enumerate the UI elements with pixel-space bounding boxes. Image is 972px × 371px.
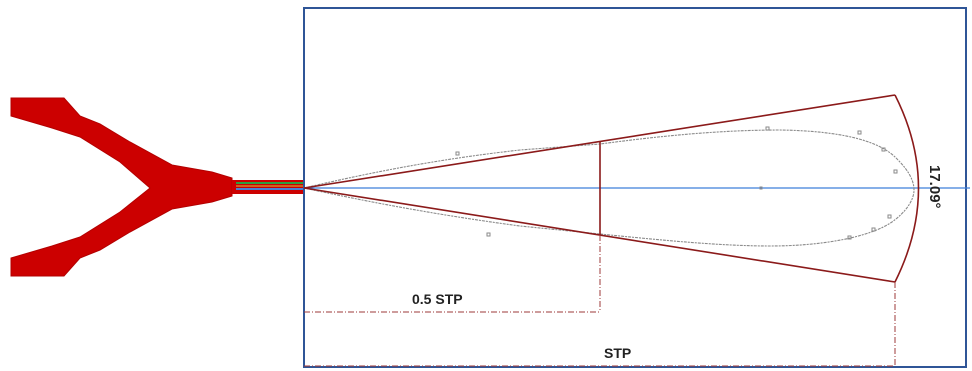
half-stp-label: 0.5 STP [412, 291, 463, 307]
droplet [765, 126, 770, 131]
nozzle-geometry [10, 97, 304, 277]
droplet [871, 227, 876, 232]
cone-angle-label: 17.09° [926, 165, 943, 209]
cone-arc [894, 94, 920, 283]
spray-contour [303, 129, 915, 247]
droplet [847, 235, 852, 240]
droplet [881, 147, 886, 152]
droplet [455, 151, 460, 156]
droplet [486, 232, 491, 237]
droplet [893, 169, 898, 174]
stp-label: STP [604, 345, 631, 361]
droplet [887, 214, 892, 219]
droplet [857, 130, 862, 135]
nozzle-body [10, 97, 233, 277]
droplet [759, 186, 763, 190]
dimension-lines [304, 235, 896, 367]
spray-droplets [455, 126, 898, 240]
